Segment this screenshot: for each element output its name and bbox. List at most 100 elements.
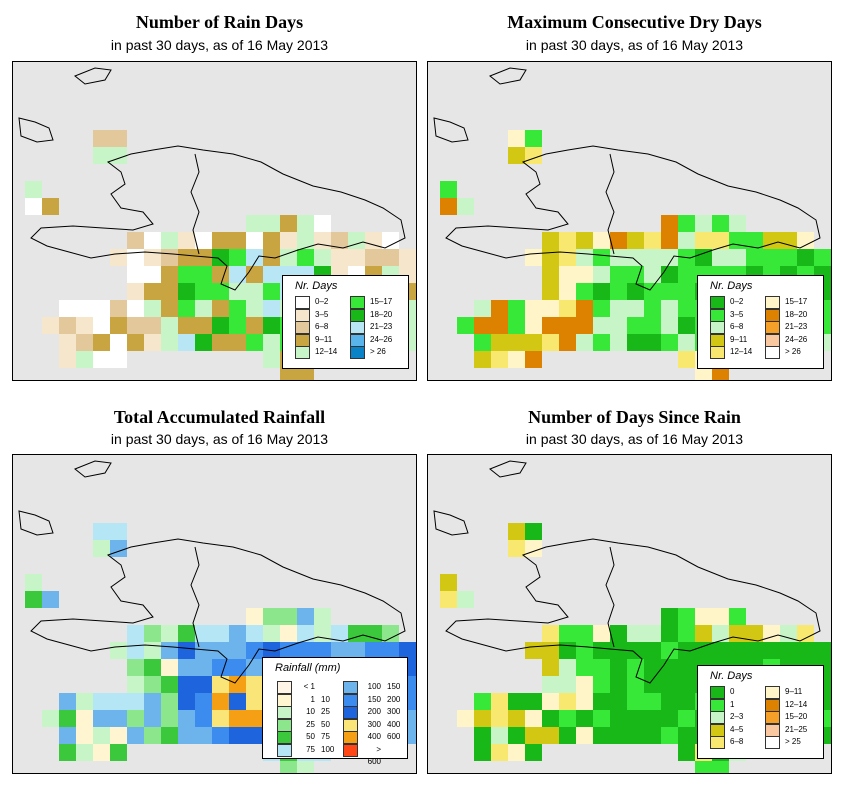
legend-label: 21–25 <box>785 724 808 734</box>
grid-cell <box>457 317 474 334</box>
grid-cell <box>559 727 576 744</box>
grid-cell <box>93 693 110 710</box>
grid-cell <box>712 625 729 642</box>
legend-title: Nr. Days <box>710 280 753 292</box>
grid-cell <box>627 727 644 744</box>
legend-swatch <box>765 698 780 712</box>
grid-cell <box>593 249 610 266</box>
legend-swatch <box>343 681 358 694</box>
grid-cell <box>212 266 229 283</box>
grid-cell <box>797 232 814 249</box>
border-line <box>190 546 200 648</box>
legend-range-high: 300 <box>387 707 401 716</box>
grid-cell <box>491 710 508 727</box>
grid-cell <box>508 727 525 744</box>
grid-cell <box>508 693 525 710</box>
grid-cell <box>195 727 212 744</box>
grid-cell <box>525 744 542 761</box>
grid-cell <box>593 693 610 710</box>
legend: Nr. Days 0 1 2–3 4–5 6–8 9–11 12–14 15–20 21–25 >… <box>697 665 824 759</box>
grid-cell <box>212 249 229 266</box>
grid-cell <box>178 300 195 317</box>
grid-cell <box>627 710 644 727</box>
grid-cell <box>559 676 576 693</box>
legend-range-high: 150 <box>387 682 401 691</box>
grid-cell <box>93 540 110 557</box>
grid-cell <box>212 642 229 659</box>
legend-label: 15–20 <box>785 712 808 721</box>
grid-cell <box>644 676 661 693</box>
panel-subtitle: in past 30 days, as of 16 May 2013 <box>525 37 744 53</box>
grid-cell <box>661 608 678 625</box>
grid-cell <box>576 693 593 710</box>
islands-outline <box>433 460 527 536</box>
grid-cell <box>593 266 610 283</box>
grid-cell <box>161 727 178 744</box>
grid-cell <box>76 351 93 368</box>
grid-cell <box>542 232 559 249</box>
grid-cell <box>25 591 42 608</box>
grid-cell <box>678 317 695 334</box>
legend-swatch <box>765 736 780 749</box>
grid-cell <box>110 540 127 557</box>
grid-cell <box>712 368 729 380</box>
grid-cell <box>110 710 127 727</box>
grid-cell <box>229 710 246 727</box>
grid-cell <box>542 659 559 676</box>
grid-cell <box>678 710 695 727</box>
grid-cell <box>144 693 161 710</box>
grid-cell <box>559 283 576 300</box>
grid-cell <box>678 215 695 232</box>
legend: Nr. Days 0–2 3–5 6–8 9–11 12–14 15–17 18–20 21–… <box>282 275 409 369</box>
grid-cell <box>644 249 661 266</box>
grid-cell <box>263 300 280 317</box>
grid-cell <box>161 710 178 727</box>
grid-cell <box>525 523 542 540</box>
grid-cell <box>661 283 678 300</box>
grid-cell <box>76 727 93 744</box>
grid-cell <box>297 249 314 266</box>
grid-cell <box>729 215 746 232</box>
grid-cell <box>127 710 144 727</box>
grid-cell <box>297 642 314 659</box>
grid-cell <box>229 249 246 266</box>
grid-cell <box>644 693 661 710</box>
grid-cell <box>93 300 110 317</box>
legend-swatch <box>710 723 725 737</box>
grid-cell <box>559 625 576 642</box>
legend-swatch <box>710 296 725 309</box>
legend-title: Rainfall (mm) <box>275 662 341 674</box>
legend-label: 6–8 <box>315 322 329 331</box>
grid-cell <box>661 693 678 710</box>
grid-cell <box>93 147 110 164</box>
legend-swatch <box>343 693 358 707</box>
legend-swatch <box>765 296 780 309</box>
grid-cell <box>627 266 644 283</box>
grid-cell <box>440 591 457 608</box>
grid-cell <box>627 625 644 642</box>
grid-cell <box>399 642 416 659</box>
legend-range-low: 50 <box>306 732 315 741</box>
grid-cell <box>229 232 246 249</box>
island-outline <box>445 145 821 291</box>
grid-cell <box>280 761 297 773</box>
grid-cell <box>161 659 178 676</box>
grid-cell <box>576 300 593 317</box>
grid-cell <box>93 744 110 761</box>
legend-label: 12–14 <box>785 699 808 709</box>
legend-label: 24–26 <box>370 334 393 344</box>
grid-cell <box>161 300 178 317</box>
border-line <box>190 153 200 255</box>
grid-cell <box>525 540 542 557</box>
grid-cell <box>661 642 678 659</box>
grid-cell <box>678 693 695 710</box>
grid-cell <box>559 300 576 317</box>
grid-cell <box>695 642 712 659</box>
grid-cell <box>593 659 610 676</box>
grid-cell <box>246 317 263 334</box>
grid-cell <box>780 232 797 249</box>
grid-cell <box>440 181 457 198</box>
legend-range-low: > 600 <box>367 744 381 766</box>
legend-swatch <box>710 321 725 334</box>
grid-cell <box>610 625 627 642</box>
